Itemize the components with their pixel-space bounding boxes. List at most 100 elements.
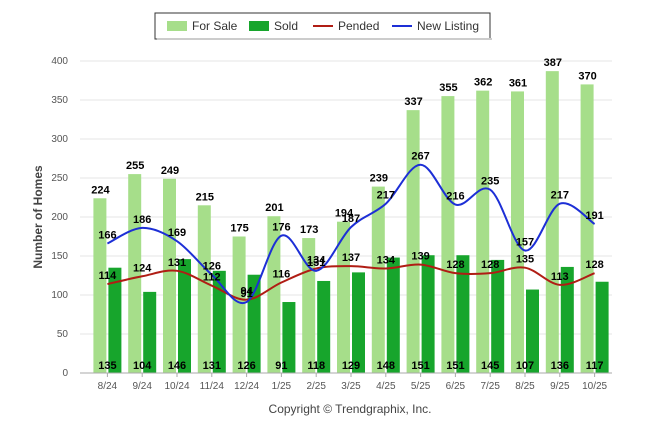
bar-sold xyxy=(212,270,226,373)
label-sold: 146 xyxy=(168,360,186,372)
label-pended: 128 xyxy=(446,259,464,271)
bar-for-sale xyxy=(128,174,142,373)
x-tick-label: 11/24 xyxy=(200,381,225,392)
label-sold: 148 xyxy=(377,360,395,372)
label-new-listing: 176 xyxy=(272,222,290,234)
label-sold: 91 xyxy=(275,360,287,372)
label-new-listing: 217 xyxy=(551,190,569,202)
label-pended: 114 xyxy=(99,270,118,282)
axes-layer: 0 50 100 150 200 250 300 350 400 8/24 9/24 10/24 11/… xyxy=(51,56,612,392)
bar-sold xyxy=(595,281,609,373)
legend-label-sold: Sold xyxy=(274,19,298,33)
label-pended: 131 xyxy=(168,257,186,269)
label-new-listing: 191 xyxy=(585,210,603,222)
legend-swatch-for-sale xyxy=(167,21,187,31)
line-pended xyxy=(107,263,595,301)
bar-for-sale xyxy=(441,96,455,373)
label-new-listing: 131 xyxy=(307,257,325,269)
label-for-sale: 361 xyxy=(509,77,527,89)
bar-sold xyxy=(560,266,574,373)
label-new-listing: 186 xyxy=(133,214,151,226)
y-tick-label: 350 xyxy=(51,95,68,106)
label-new-listing: 126 xyxy=(203,261,221,273)
bar-for-sale xyxy=(337,221,350,373)
labels-layer: 224 135 114 166 255 104 124 186 249 146 131 169 215 1… xyxy=(91,57,604,372)
bar-for-sale xyxy=(267,216,281,373)
x-tick-label: 5/25 xyxy=(411,381,431,392)
y-tick-label: 300 xyxy=(51,134,68,145)
lines-layer xyxy=(106,163,596,305)
label-for-sale: 249 xyxy=(161,165,179,177)
y-tick-label: 400 xyxy=(51,56,68,67)
label-pended: 134 xyxy=(377,254,396,266)
legend-shadow xyxy=(157,38,492,40)
x-tick-label: 8/24 xyxy=(98,381,118,392)
x-tick-label: 8/25 xyxy=(515,381,535,392)
bar-sold xyxy=(526,289,539,373)
label-new-listing: 187 xyxy=(342,213,360,225)
label-sold: 104 xyxy=(133,360,152,372)
bar-for-sale xyxy=(580,84,594,374)
label-sold: 117 xyxy=(586,360,604,372)
bar-sold xyxy=(421,255,435,373)
label-for-sale: 201 xyxy=(265,202,283,214)
bar-sold xyxy=(108,267,122,373)
x-tick-label: 9/24 xyxy=(132,381,152,392)
label-for-sale: 370 xyxy=(578,70,596,82)
bar-for-sale xyxy=(163,178,176,373)
label-sold: 151 xyxy=(446,360,464,372)
label-sold: 151 xyxy=(411,360,429,372)
label-sold: 131 xyxy=(203,360,221,372)
label-pended: 139 xyxy=(411,251,429,263)
label-for-sale: 239 xyxy=(370,173,388,185)
label-for-sale: 175 xyxy=(230,223,248,235)
y-tick-label: 100 xyxy=(51,290,68,301)
legend-label-pended: Pended xyxy=(338,19,379,33)
x-tick-label: 7/25 xyxy=(480,381,500,392)
label-pended: 113 xyxy=(551,271,569,283)
x-tick-label: 2/25 xyxy=(306,381,326,392)
bar-for-sale xyxy=(511,91,524,374)
label-sold: 129 xyxy=(342,360,360,372)
label-for-sale: 362 xyxy=(474,77,492,89)
label-for-sale: 173 xyxy=(300,224,318,236)
bar-for-sale xyxy=(197,205,211,373)
label-new-listing: 91 xyxy=(240,288,252,300)
x-tick-label: 6/25 xyxy=(446,381,466,392)
x-tick-label: 1/25 xyxy=(272,381,292,392)
bar-for-sale xyxy=(371,186,385,373)
label-pended: 128 xyxy=(585,259,603,271)
bar-sold xyxy=(317,280,331,373)
label-pended: 137 xyxy=(342,252,360,264)
y-axis-title: Number of Homes xyxy=(31,165,45,269)
label-for-sale: 194 xyxy=(335,208,354,220)
label-for-sale: 224 xyxy=(91,184,110,196)
y-tick-label: 0 xyxy=(62,368,68,379)
label-pended: 112 xyxy=(203,272,221,284)
label-new-listing: 166 xyxy=(98,230,116,242)
label-sold: 126 xyxy=(237,360,255,372)
label-sold: 107 xyxy=(516,360,534,372)
label-pended: 134 xyxy=(307,254,326,266)
bar-sold xyxy=(352,272,365,373)
label-new-listing: 157 xyxy=(516,237,534,249)
bar-sold xyxy=(456,255,470,373)
label-pended: 135 xyxy=(516,254,534,266)
label-pended: 124 xyxy=(133,262,152,274)
label-sold: 135 xyxy=(98,360,116,372)
label-new-listing: 216 xyxy=(446,191,464,203)
y-tick-label: 50 xyxy=(57,329,69,340)
bar-sold xyxy=(386,257,400,373)
bar-sold xyxy=(282,302,296,373)
label-for-sale: 337 xyxy=(404,96,422,108)
bar-for-sale xyxy=(93,198,107,373)
label-new-listing: 169 xyxy=(168,227,186,239)
bar-for-sale xyxy=(476,90,490,373)
label-pended: 116 xyxy=(273,269,291,281)
bar-for-sale xyxy=(545,71,559,373)
label-sold: 145 xyxy=(481,360,499,372)
label-for-sale: 355 xyxy=(439,82,457,94)
bar-sold xyxy=(178,259,191,373)
